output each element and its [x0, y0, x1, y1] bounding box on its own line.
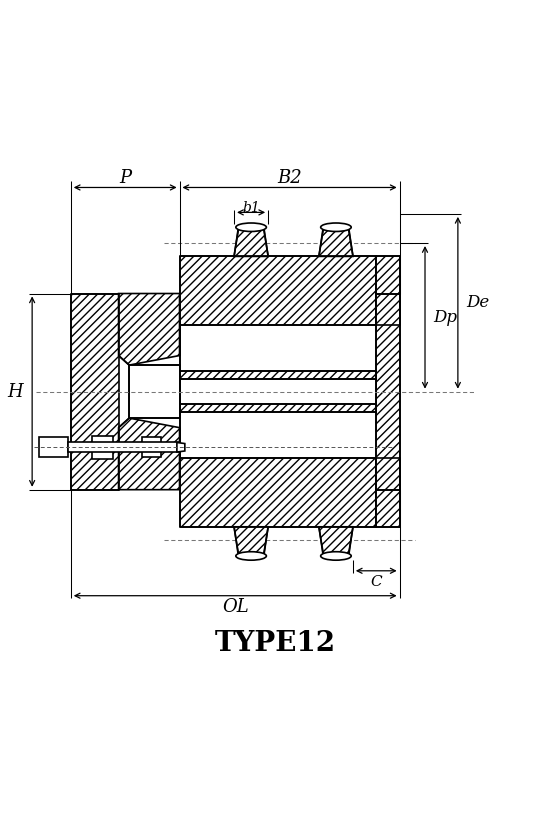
- Ellipse shape: [236, 223, 266, 231]
- Polygon shape: [68, 443, 179, 452]
- Polygon shape: [119, 418, 179, 490]
- Polygon shape: [179, 372, 376, 412]
- Text: b1: b1: [242, 201, 260, 215]
- Polygon shape: [319, 227, 353, 257]
- Ellipse shape: [321, 223, 351, 231]
- Polygon shape: [179, 257, 376, 325]
- Polygon shape: [142, 437, 161, 457]
- Polygon shape: [71, 293, 119, 490]
- Polygon shape: [179, 458, 376, 526]
- Text: Dp: Dp: [433, 309, 457, 326]
- Polygon shape: [129, 365, 179, 418]
- Text: B2: B2: [277, 169, 302, 187]
- Polygon shape: [179, 379, 376, 404]
- Text: TYPE12: TYPE12: [214, 630, 335, 657]
- Polygon shape: [92, 435, 113, 459]
- Ellipse shape: [236, 552, 266, 560]
- Polygon shape: [234, 227, 268, 257]
- Polygon shape: [177, 443, 185, 452]
- Ellipse shape: [321, 552, 351, 560]
- Polygon shape: [39, 437, 68, 457]
- Polygon shape: [234, 526, 268, 556]
- Polygon shape: [376, 458, 399, 526]
- Text: De: De: [467, 294, 490, 311]
- Text: OL: OL: [222, 598, 248, 616]
- Text: P: P: [119, 169, 131, 187]
- Text: H: H: [7, 382, 22, 401]
- Text: C: C: [370, 575, 382, 589]
- Polygon shape: [119, 293, 179, 365]
- Polygon shape: [376, 293, 399, 490]
- Polygon shape: [319, 526, 353, 556]
- Polygon shape: [376, 257, 399, 325]
